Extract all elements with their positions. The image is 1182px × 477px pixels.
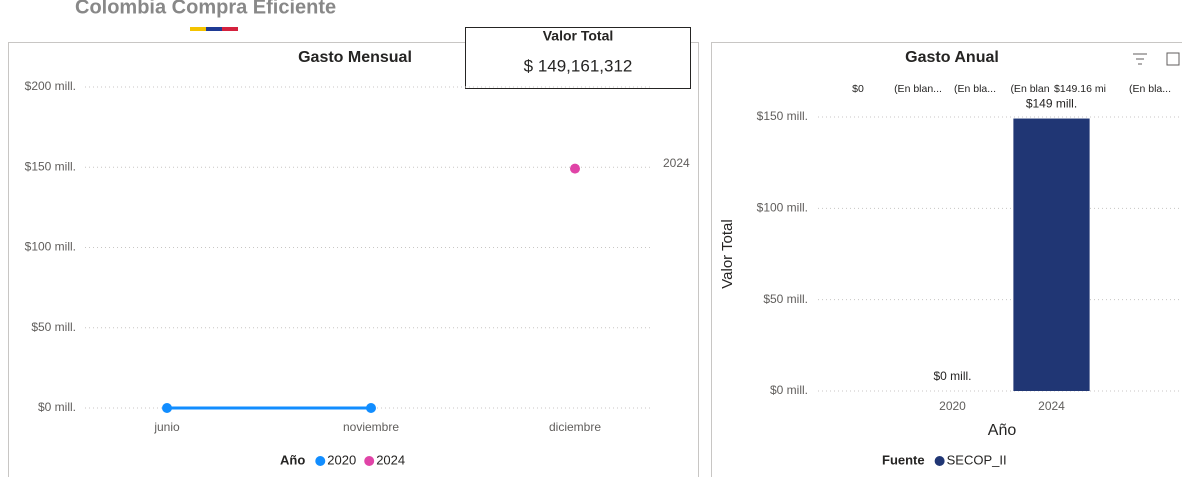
filter-icon[interactable] <box>1133 53 1147 65</box>
x-tick-label: diciembre <box>549 420 601 434</box>
data-point <box>366 403 376 413</box>
data-label: $149 mill. <box>1026 97 1077 111</box>
flag-yellow <box>190 27 206 31</box>
x-tick-label: 2020 <box>939 399 966 413</box>
x-tick-label: noviembre <box>343 420 399 434</box>
data-point <box>162 403 172 413</box>
flag-red <box>222 27 238 31</box>
annotation: $149.16 mi <box>1054 83 1106 95</box>
card: Valor Total $ 149,161,312 <box>465 27 691 89</box>
header-title: Colombia Compra Eficiente <box>75 0 336 18</box>
card-title: Valor Total <box>543 28 614 44</box>
legend-marker <box>364 456 375 466</box>
legend-label: SECOP_II <box>947 452 1007 467</box>
x-tick-label: 2024 <box>1038 399 1065 413</box>
y-tick-label: $150 mill. <box>25 159 76 173</box>
legend-title: Fuente <box>882 452 925 467</box>
legend-label: 2020 <box>327 452 356 467</box>
x-tick-label: junio <box>153 420 180 434</box>
panel-monthly <box>8 42 699 477</box>
bar <box>1013 118 1090 392</box>
y-tick-label: $50 mill. <box>31 320 76 334</box>
legend-label: 2024 <box>376 452 405 467</box>
chart-title: Gasto Anual <box>905 49 999 66</box>
panel-annual <box>711 42 1182 477</box>
y-tick-label: $50 mill. <box>763 292 808 306</box>
legend-marker <box>934 456 945 466</box>
chart-title: Gasto Mensual <box>298 49 412 66</box>
y-tick-label: $0 mill. <box>770 383 808 397</box>
annotation: (En blan... <box>894 83 942 95</box>
card-box <box>465 27 691 89</box>
y-tick-label: $100 mill. <box>25 240 76 254</box>
data-label: $0 mill. <box>933 369 971 383</box>
annotation: (En blan <box>1010 83 1049 95</box>
expand-icon[interactable] <box>1166 52 1180 66</box>
y-axis-label: Valor Total <box>719 219 736 289</box>
data-point <box>570 163 580 174</box>
y-tick-label: $100 mill. <box>757 201 808 215</box>
card-value: $ 149,161,312 <box>524 56 633 75</box>
series-label: 2024 <box>663 156 690 170</box>
y-tick-label: $150 mill. <box>757 109 808 123</box>
x-axis-label: Año <box>988 422 1017 439</box>
legend-marker <box>315 456 326 466</box>
legend-title: Año <box>280 452 305 467</box>
annotation: (En bla... <box>954 83 996 95</box>
annotation: $0 <box>852 83 864 95</box>
y-tick-label: $0 mill. <box>38 400 76 414</box>
flag-blue <box>206 27 222 31</box>
annotation: (En bla... <box>1129 83 1171 95</box>
y-tick-label: $200 mill. <box>25 79 76 93</box>
